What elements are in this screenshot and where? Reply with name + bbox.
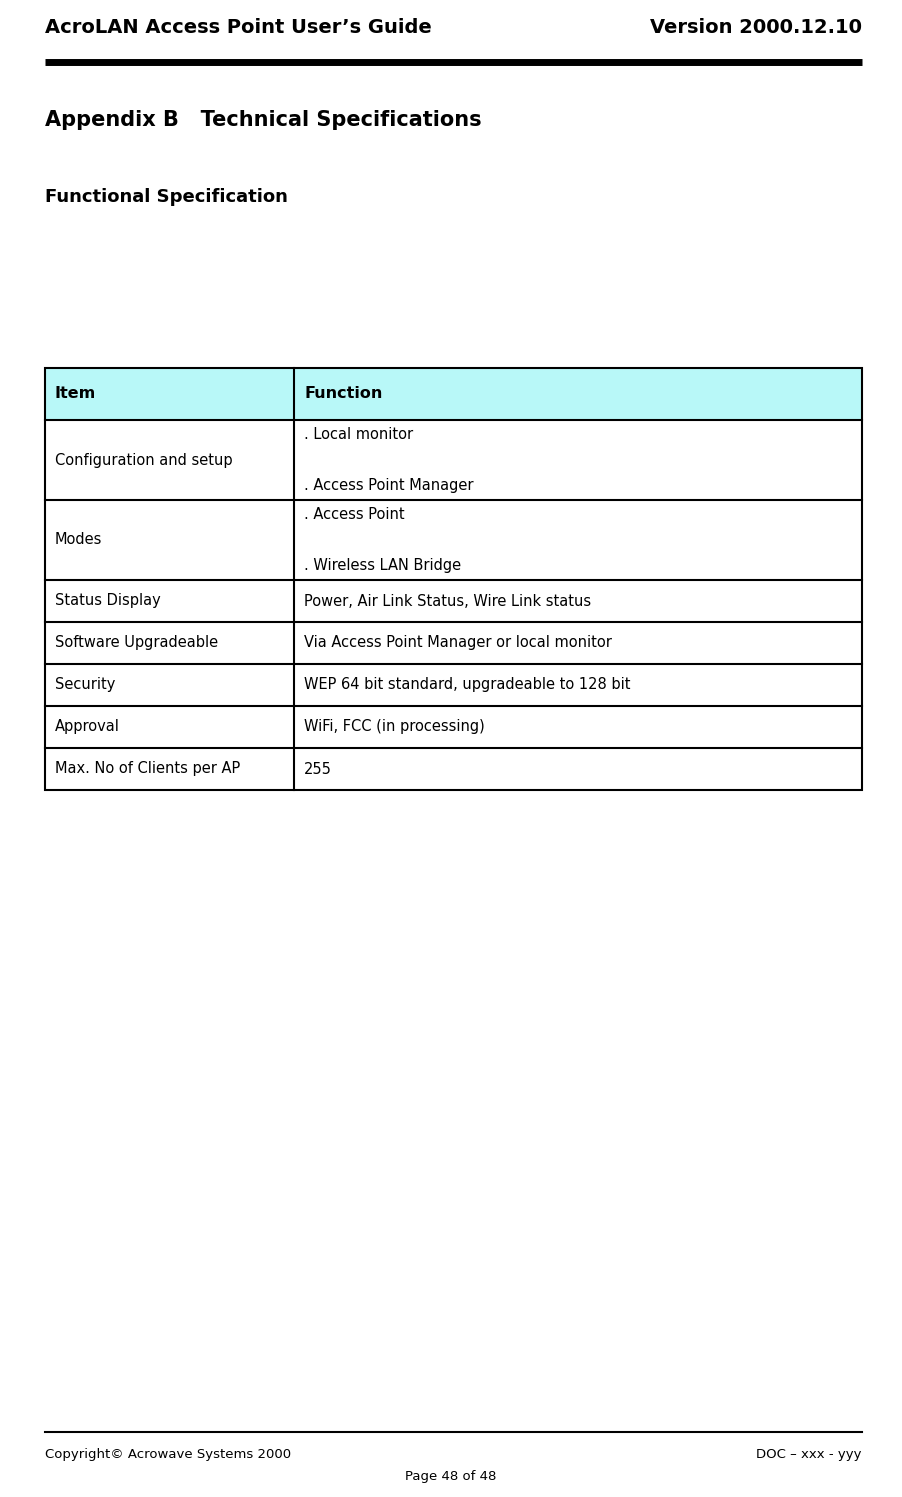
Text: Function: Function [304, 386, 382, 401]
Text: DOC – xxx - yyy: DOC – xxx - yyy [757, 1448, 862, 1461]
Text: Power, Air Link Status, Wire Link status: Power, Air Link Status, Wire Link status [304, 593, 592, 608]
Text: Version 2000.12.10: Version 2000.12.10 [650, 18, 862, 37]
Text: Appendix B   Technical Specifications: Appendix B Technical Specifications [45, 109, 482, 130]
Bar [45, 368, 862, 790]
Text: Status Display: Status Display [55, 593, 161, 608]
Text: Via Access Point Manager or local monitor: Via Access Point Manager or local monito… [304, 636, 612, 651]
Text: AcroLAN Access Point User’s Guide: AcroLAN Access Point User’s Guide [45, 18, 432, 37]
Text: Page 48 of 48: Page 48 of 48 [405, 1470, 497, 1484]
Text: Configuration and setup: Configuration and setup [55, 452, 233, 467]
Text: Item: Item [55, 386, 97, 401]
Text: Approval: Approval [55, 720, 120, 735]
Text: Software Upgradeable: Software Upgradeable [55, 636, 218, 651]
Text: 255: 255 [304, 762, 332, 777]
Bar [45, 368, 862, 421]
Text: WEP 64 bit standard, upgradeable to 128 bit: WEP 64 bit standard, upgradeable to 128 … [304, 678, 630, 693]
Text: . Access Point

. Wireless LAN Bridge: . Access Point . Wireless LAN Bridge [304, 506, 461, 573]
Text: Functional Specification: Functional Specification [45, 189, 288, 207]
Text: . Local monitor

. Access Point Manager: . Local monitor . Access Point Manager [304, 427, 474, 494]
Text: Max. No of Clients per AP: Max. No of Clients per AP [55, 762, 240, 777]
Text: WiFi, FCC (in processing): WiFi, FCC (in processing) [304, 720, 485, 735]
Text: Security: Security [55, 678, 115, 693]
Text: Modes: Modes [55, 533, 102, 548]
Text: Copyright© Acrowave Systems 2000: Copyright© Acrowave Systems 2000 [45, 1448, 291, 1461]
